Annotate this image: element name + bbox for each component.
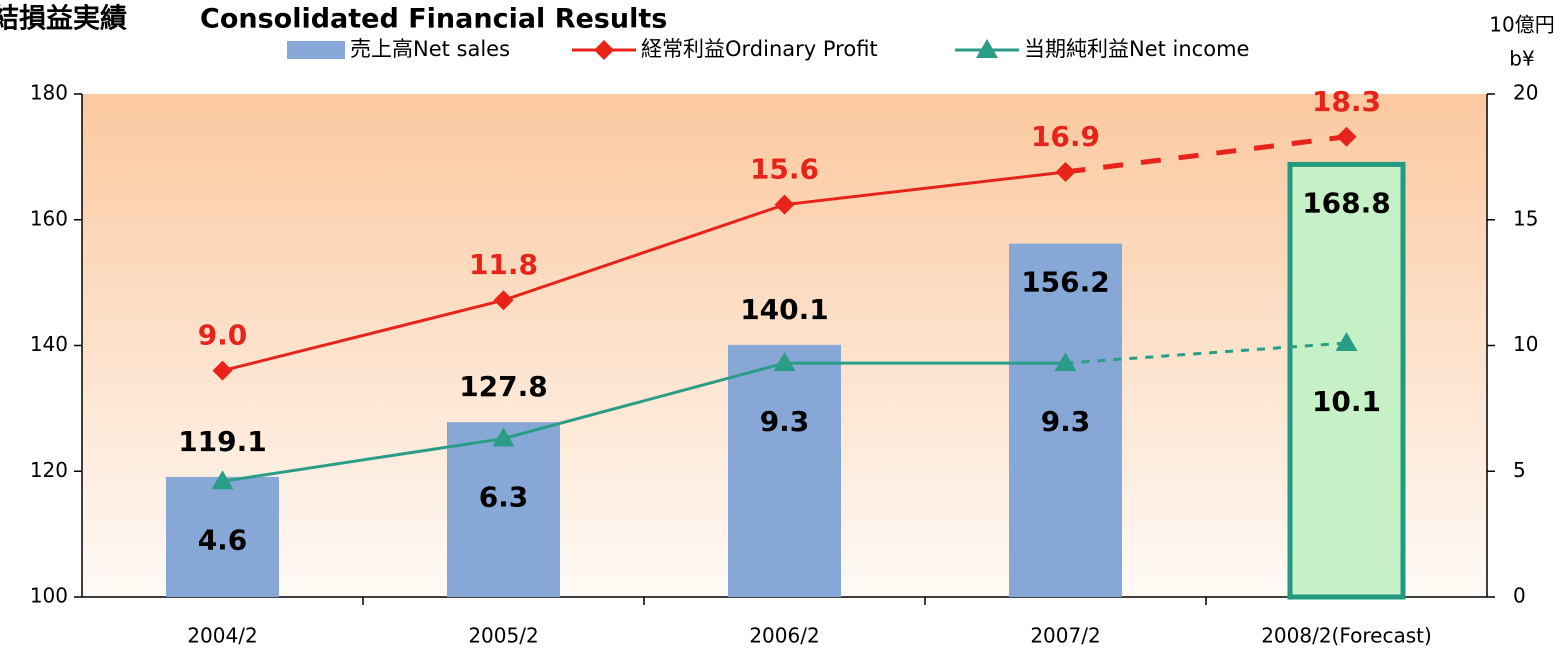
x-tick-label: 2004/2 bbox=[187, 624, 257, 648]
chart-title: 結損益実績 bbox=[0, 3, 127, 35]
y2-tick-label: 0 bbox=[1513, 584, 1526, 608]
point bbox=[1055, 161, 1076, 182]
point-value-label: 9.3 bbox=[1041, 405, 1091, 438]
x-tick-label: 2007/2 bbox=[1030, 624, 1100, 648]
legend-label: 当期純利益Net income bbox=[1024, 37, 1249, 61]
legend-marker bbox=[976, 39, 998, 58]
point-value-label: 6.3 bbox=[479, 481, 529, 514]
point-value-label: 9.3 bbox=[760, 405, 810, 438]
y2-tick-label: 5 bbox=[1513, 458, 1526, 482]
point bbox=[493, 290, 514, 311]
legend-label: 売上高Net sales bbox=[350, 37, 510, 61]
y2-unit: 10億円 bbox=[1489, 13, 1554, 37]
point-value-label: 18.3 bbox=[1312, 85, 1381, 118]
legend-marker bbox=[594, 40, 614, 60]
bar-value-label: 127.8 bbox=[459, 370, 548, 403]
bar-value-label: 119.1 bbox=[178, 425, 267, 458]
bar-value-label: 140.1 bbox=[740, 293, 829, 326]
line bbox=[222, 361, 1066, 483]
bar bbox=[1009, 243, 1122, 597]
x-tick-label: 2005/2 bbox=[468, 624, 538, 648]
bar-value-label: 168.8 bbox=[1302, 186, 1391, 219]
y-tick-label: 120 bbox=[30, 458, 68, 482]
bar bbox=[447, 422, 560, 597]
point bbox=[492, 427, 515, 447]
x-tick-label: 2008/2(Forecast) bbox=[1261, 624, 1432, 648]
y2-tick-label: 20 bbox=[1513, 81, 1538, 105]
point bbox=[1054, 352, 1077, 372]
x-tick-label: 2006/2 bbox=[749, 624, 819, 648]
legend-label: 経常利益Ordinary Profit bbox=[641, 37, 878, 61]
point-value-label: 9.0 bbox=[198, 319, 248, 352]
point-value-label: 15.6 bbox=[750, 153, 819, 186]
y2-tick-label: 15 bbox=[1513, 206, 1538, 230]
legend-swatch bbox=[287, 41, 345, 59]
bar-value-label: 156.2 bbox=[1021, 266, 1110, 299]
point-value-label: 4.6 bbox=[198, 523, 248, 556]
point bbox=[211, 470, 234, 490]
y-tick-label: 140 bbox=[30, 332, 68, 356]
point bbox=[773, 352, 796, 372]
y-tick-label: 180 bbox=[30, 81, 68, 105]
forecast-line bbox=[1065, 134, 1347, 175]
y2-tick-label: 10 bbox=[1513, 332, 1538, 356]
y-tick-label: 100 bbox=[30, 584, 68, 608]
bar bbox=[1287, 161, 1406, 600]
chart-subtitle: Consolidated Financial Results bbox=[200, 4, 667, 35]
bar bbox=[728, 344, 841, 597]
line bbox=[222, 170, 1066, 373]
point-value-label: 16.9 bbox=[1031, 120, 1100, 153]
y2-unit: b¥ bbox=[1509, 47, 1534, 71]
point bbox=[1336, 126, 1357, 147]
point bbox=[774, 194, 795, 215]
point-value-label: 11.8 bbox=[469, 248, 538, 281]
point bbox=[212, 360, 233, 381]
point-value-label: 10.1 bbox=[1312, 385, 1381, 418]
bar bbox=[166, 476, 279, 597]
point bbox=[1335, 331, 1358, 351]
y-tick-label: 160 bbox=[30, 206, 68, 230]
